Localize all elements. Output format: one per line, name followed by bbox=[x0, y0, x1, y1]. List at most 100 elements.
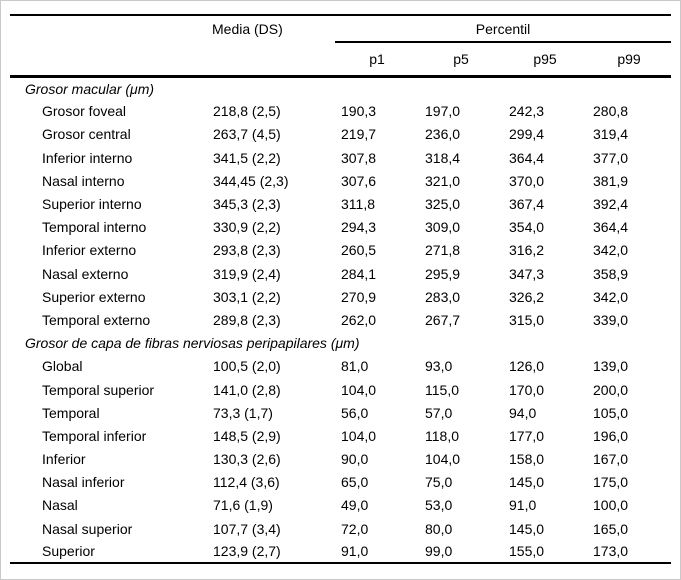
percentile-value: 177,0 bbox=[509, 427, 545, 444]
percentile-value: 139,0 bbox=[593, 358, 629, 375]
percentile-value: 364,4 bbox=[593, 219, 629, 236]
media-value: 100,5 (2,0) bbox=[213, 358, 281, 375]
percentile-value: 270,9 bbox=[341, 288, 377, 305]
percentile-value: 145,0 bbox=[509, 520, 545, 537]
empty-header-cell bbox=[10, 15, 212, 42]
percentile-column-header-p5: p5 bbox=[419, 42, 503, 78]
empty-header-cell bbox=[212, 42, 335, 78]
percentile-value: 319,4 bbox=[593, 126, 629, 143]
section-title: Grosor de capa de fibras nerviosas perip… bbox=[25, 335, 360, 352]
percentile-value: 173,0 bbox=[593, 543, 629, 560]
table-row: Superior externo 303,1 (2,2) 270,9 283,0 326… bbox=[10, 285, 671, 308]
percentile-value: 57,0 bbox=[425, 404, 453, 421]
row-label: Inferior interno bbox=[42, 149, 133, 166]
percentile-value: 100,0 bbox=[593, 497, 629, 514]
percentile-value: 318,4 bbox=[425, 149, 461, 166]
table-row: Temporal externo 289,8 (2,3) 262,0 267,7 315… bbox=[10, 308, 671, 331]
header-row-groups: Media (DS) Percentil bbox=[10, 15, 672, 43]
percentile-value: 315,0 bbox=[509, 311, 545, 328]
percentile-value: 49,0 bbox=[341, 497, 369, 514]
row-label: Temporal interno bbox=[42, 219, 147, 236]
percentile-value: 115,0 bbox=[425, 381, 459, 398]
percentile-value: 267,7 bbox=[425, 311, 461, 328]
percentile-value: 200,0 bbox=[593, 381, 629, 398]
percentile-column-header-p1: p1 bbox=[335, 42, 419, 78]
percentile-value: 381,9 bbox=[593, 172, 629, 189]
percentile-column-header-p99: p99 bbox=[587, 42, 672, 78]
table-row: Inferior interno 341,5 (2,2) 307,8 318,4 364… bbox=[10, 146, 671, 169]
row-label: Temporal bbox=[42, 404, 100, 421]
percentile-value: 126,0 bbox=[509, 358, 545, 375]
percentile-value: 339,0 bbox=[593, 311, 629, 328]
row-label: Superior interno bbox=[42, 196, 142, 213]
media-value: 141,0 (2,8) bbox=[213, 381, 281, 398]
percentile-value: 91,0 bbox=[341, 543, 369, 560]
percentile-value: 347,3 bbox=[509, 265, 545, 282]
percentile-value: 367,4 bbox=[509, 196, 545, 213]
media-value: 345,3 (2,3) bbox=[213, 196, 281, 213]
percentile-value: 104,0 bbox=[341, 381, 377, 398]
percentile-value: 242,3 bbox=[509, 103, 545, 120]
percentile-value: 53,0 bbox=[425, 497, 453, 514]
percentile-value: 170,0 bbox=[509, 381, 545, 398]
percentile-value: 283,0 bbox=[425, 288, 461, 305]
percentile-value: 90,0 bbox=[341, 451, 369, 468]
media-value: 218,8 (2,5) bbox=[213, 103, 281, 120]
percentile-table: Media (DS) Percentil p1 p5 p95 p99 Groso… bbox=[10, 14, 672, 565]
row-label: Temporal externo bbox=[42, 311, 151, 328]
table-row: Nasal interno 344,45 (2,3) 307,6 321,0 370,0… bbox=[10, 169, 671, 192]
table-row: Global 100,5 (2,0) 81,0 93,0 126,0 139,0 bbox=[10, 355, 671, 378]
percentile-value: 165,0 bbox=[593, 520, 629, 537]
media-value: 344,45 (2,3) bbox=[213, 172, 289, 189]
row-label: Nasal inferior bbox=[42, 474, 125, 491]
table-row: Grosor foveal 218,8 (2,5) 190,3 197,0 242,3 2… bbox=[10, 100, 671, 123]
percentile-value: 309,0 bbox=[425, 219, 461, 236]
percentile-value: 307,8 bbox=[341, 149, 377, 166]
percentile-value: 370,0 bbox=[509, 172, 545, 189]
media-value: 123,9 (2,7) bbox=[213, 543, 281, 560]
percentile-value: 280,8 bbox=[593, 103, 629, 120]
table-row: Superior 123,9 (2,7) 91,0 99,0 155,0 173,0 bbox=[10, 540, 671, 563]
table-row: Superior interno 345,3 (2,3) 311,8 325,0 367… bbox=[10, 192, 671, 215]
percentile-value: 104,0 bbox=[425, 451, 461, 468]
row-label: Nasal superior bbox=[42, 520, 133, 537]
row-label: Global bbox=[42, 358, 83, 375]
percentile-value: 326,2 bbox=[509, 288, 545, 305]
percentile-value: 118,0 bbox=[425, 427, 459, 444]
percentile-value: 358,9 bbox=[593, 265, 629, 282]
media-column-header: Media (DS) bbox=[212, 21, 283, 37]
percentil-group-header: Percentil bbox=[335, 15, 672, 43]
percentile-value: 105,0 bbox=[593, 404, 629, 421]
percentile-value: 271,8 bbox=[425, 242, 461, 259]
percentile-value: 75,0 bbox=[425, 474, 453, 491]
media-value: 319,9 (2,4) bbox=[213, 265, 281, 282]
percentile-value: 219,7 bbox=[341, 126, 377, 143]
percentile-value: 99,0 bbox=[425, 543, 453, 560]
table-row: Temporal superior 141,0 (2,8) 104,0 115,0 17… bbox=[10, 378, 671, 401]
media-value: 112,4 (3,6) bbox=[213, 474, 280, 491]
percentile-value: 72,0 bbox=[341, 520, 369, 537]
percentile-value: 354,0 bbox=[509, 219, 545, 236]
percentile-value: 342,0 bbox=[593, 242, 629, 259]
percentile-value: 284,1 bbox=[341, 265, 377, 282]
empty-header-cell bbox=[10, 42, 212, 78]
percentile-value: 145,0 bbox=[509, 474, 545, 491]
row-label: Inferior externo bbox=[42, 242, 137, 259]
table-row: Temporal interno 330,9 (2,2) 294,3 309,0 354… bbox=[10, 216, 671, 239]
row-label: Grosor foveal bbox=[42, 103, 127, 120]
percentile-value: 93,0 bbox=[425, 358, 453, 375]
row-label: Superior bbox=[42, 543, 95, 560]
row-label: Temporal superior bbox=[42, 381, 155, 398]
media-value: 71,6 (1,9) bbox=[213, 497, 273, 514]
row-label: Superior externo bbox=[42, 288, 146, 305]
table-row: Temporal 73,3 (1,7) 56,0 57,0 94,0 105,0 bbox=[10, 401, 671, 424]
percentile-value: 104,0 bbox=[341, 427, 377, 444]
table-body: Grosor macular (μm) Grosor foveal 218,8 (2… bbox=[10, 77, 671, 564]
percentile-value: 364,4 bbox=[509, 149, 545, 166]
table-row: Temporal inferior 148,5 (2,9) 104,0 118,0 17… bbox=[10, 424, 671, 447]
row-label: Nasal externo bbox=[42, 265, 129, 282]
percentile-value: 299,4 bbox=[509, 126, 545, 143]
percentile-value: 158,0 bbox=[509, 451, 545, 468]
media-value: 330,9 (2,2) bbox=[213, 219, 281, 236]
